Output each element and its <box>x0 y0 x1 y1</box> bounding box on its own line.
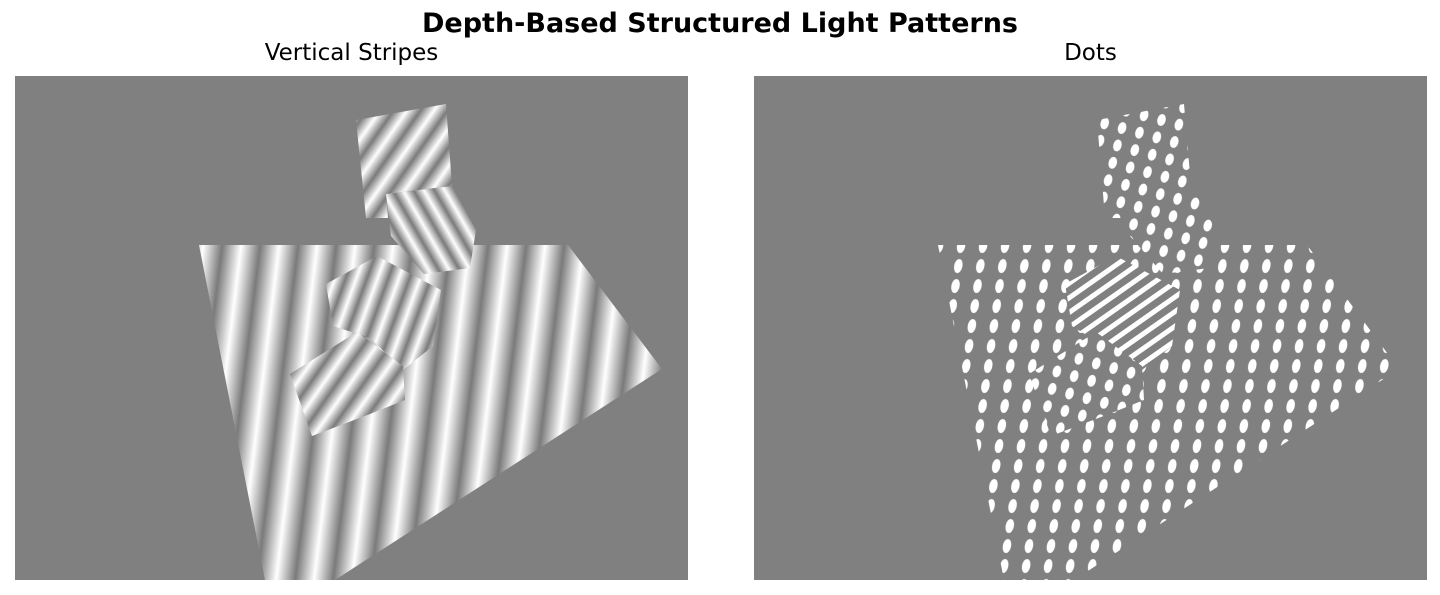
center-cube <box>1065 256 1180 370</box>
top-box <box>356 104 452 218</box>
dots-render <box>754 76 1427 580</box>
figure-title: Depth-Based Structured Light Patterns <box>421 8 1018 39</box>
ground-plane <box>938 245 1399 580</box>
panel-title-stripes: Vertical Stripes <box>264 40 439 66</box>
middle-box <box>386 186 476 274</box>
stripes-render <box>15 76 688 580</box>
stripes-image <box>15 76 688 580</box>
ground-plane <box>199 245 662 580</box>
lower-cube <box>290 332 405 436</box>
panel-title-dots: Dots <box>1064 40 1117 66</box>
center-cube <box>326 256 441 370</box>
dots-image <box>754 76 1427 580</box>
lower-cube <box>1029 332 1144 436</box>
top-box <box>1097 104 1216 274</box>
